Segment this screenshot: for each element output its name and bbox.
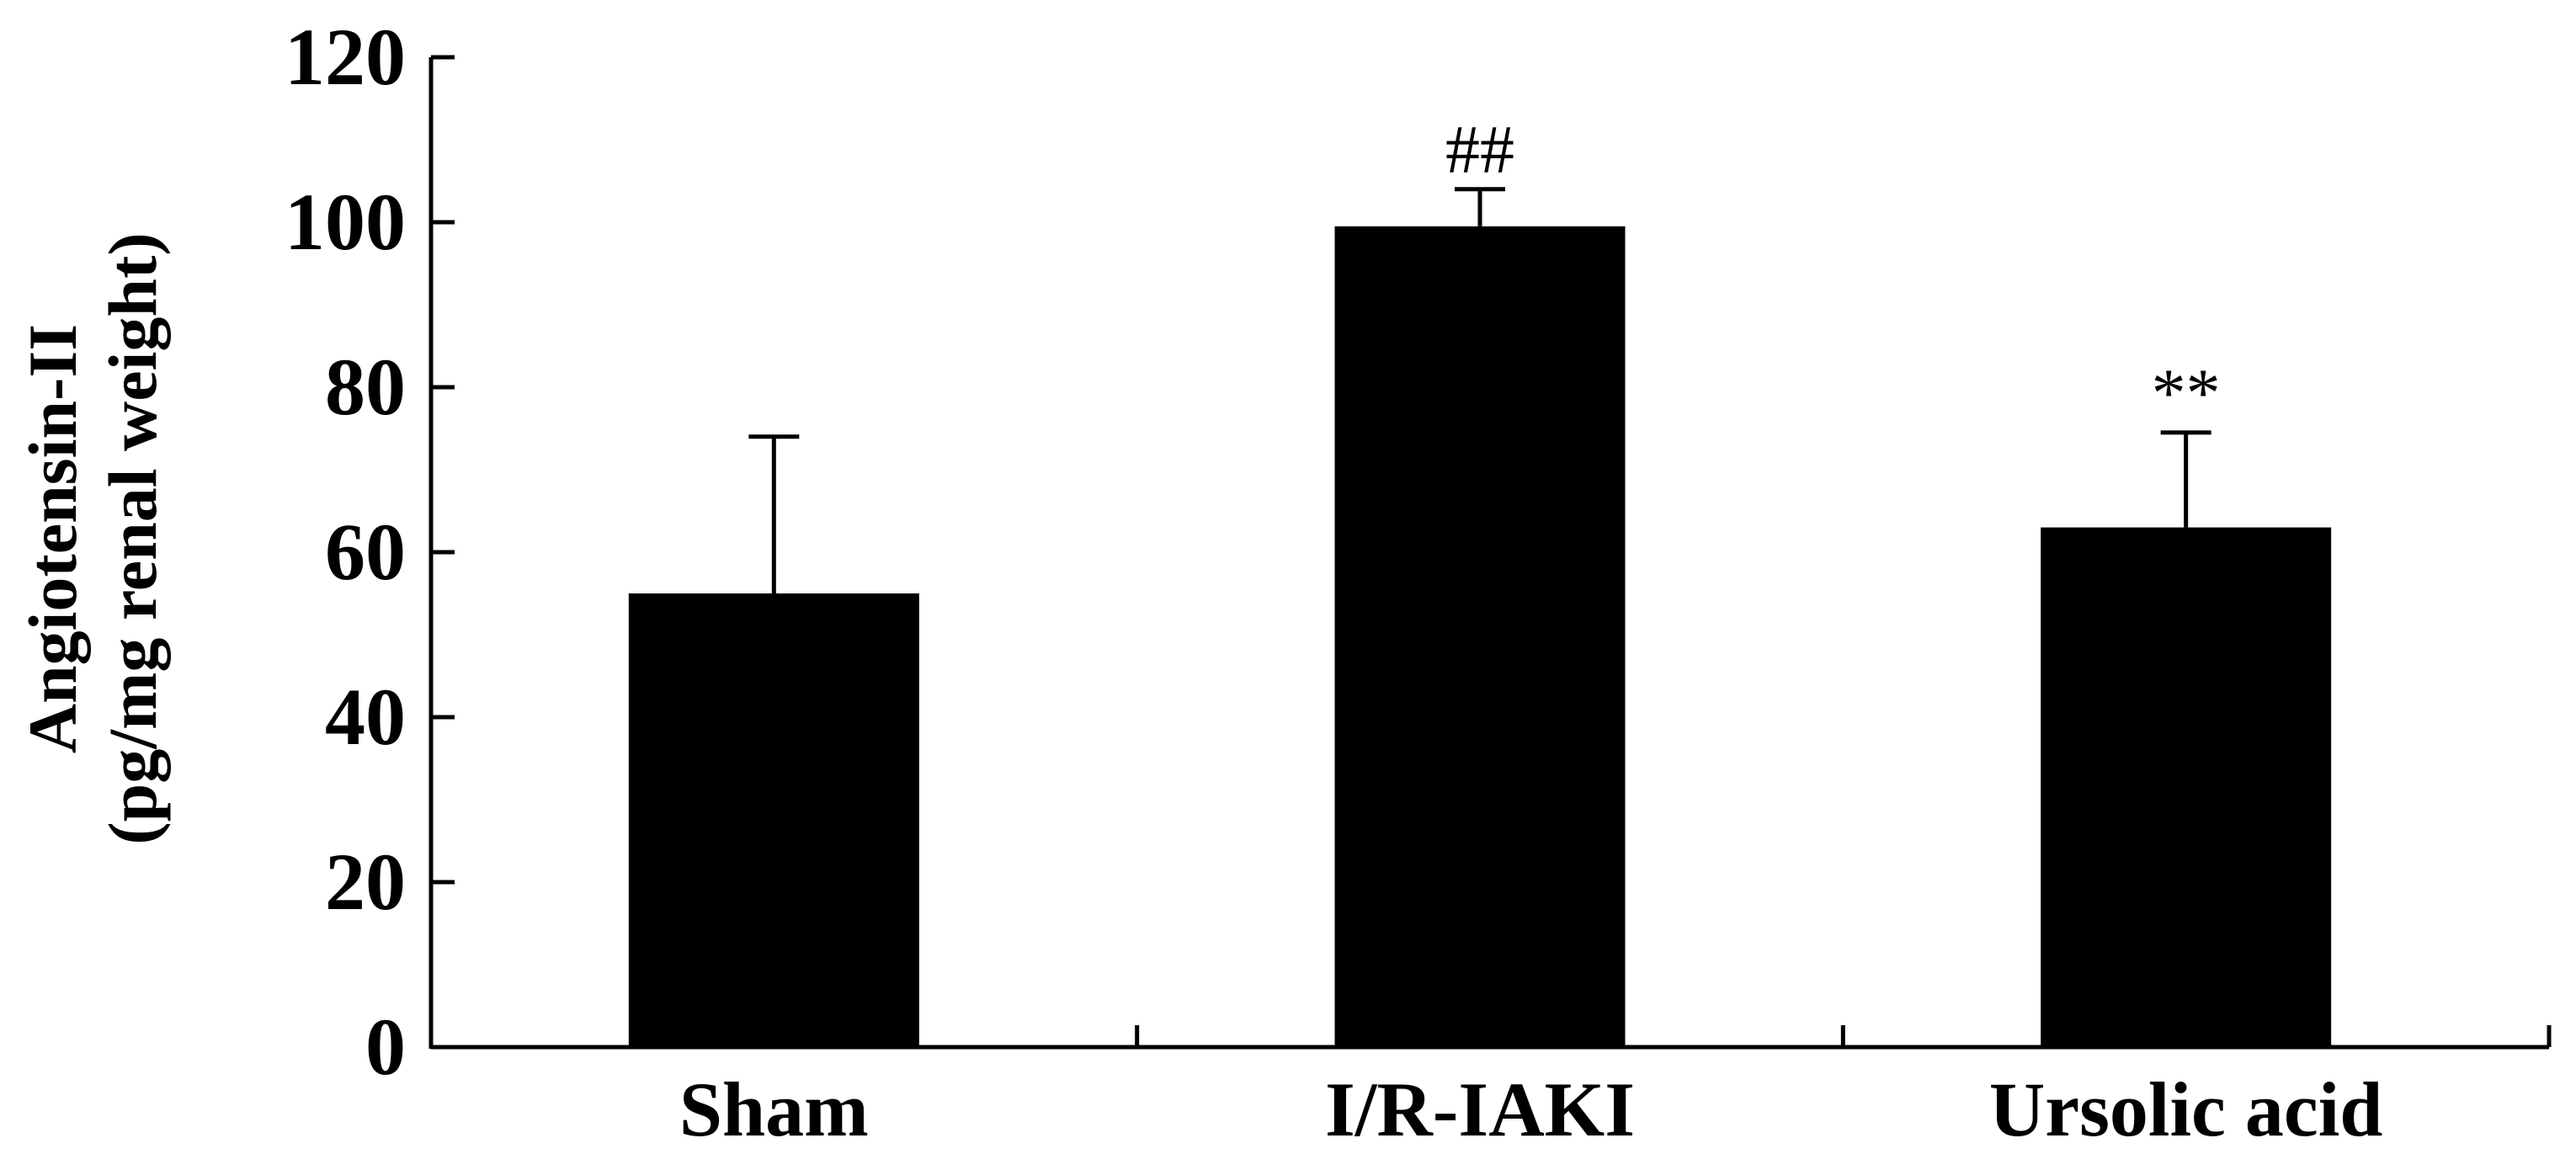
significance-marker: ** [2152,354,2221,431]
y-tick-label: 120 [285,12,406,102]
x-category-label: Ursolic acid [1989,1066,2383,1152]
x-axis-categories: Sham I/R-IAKI Ursolic acid [679,1066,2383,1152]
significance-annotations: ## ** [1445,111,2221,431]
y-tick-label: 40 [325,672,406,762]
y-tick-label: 100 [285,177,406,267]
bars [628,226,2332,1047]
error-bars [748,187,2211,593]
x-category-label: I/R-IAKI [1325,1066,1635,1152]
y-axis-title-line: (pg/mg renal weight) [94,232,171,844]
y-tick-label: 20 [325,837,406,927]
significance-marker: ## [1445,111,1514,188]
y-tick-label: 80 [325,342,406,432]
y-tick-label: 0 [365,1002,406,1092]
x-category-label: Sham [679,1066,869,1152]
bar [2041,527,2332,1047]
y-tick-label: 60 [325,507,406,597]
y-axis-label: Angiotensin-II (pg/mg renal weight) [14,232,171,844]
bar [1334,226,1626,1047]
y-axis-ticks: 0 20 40 60 80 100 120 [285,12,455,1092]
y-axis-title-line: Angiotensin-II [14,324,91,753]
bar [628,593,919,1047]
